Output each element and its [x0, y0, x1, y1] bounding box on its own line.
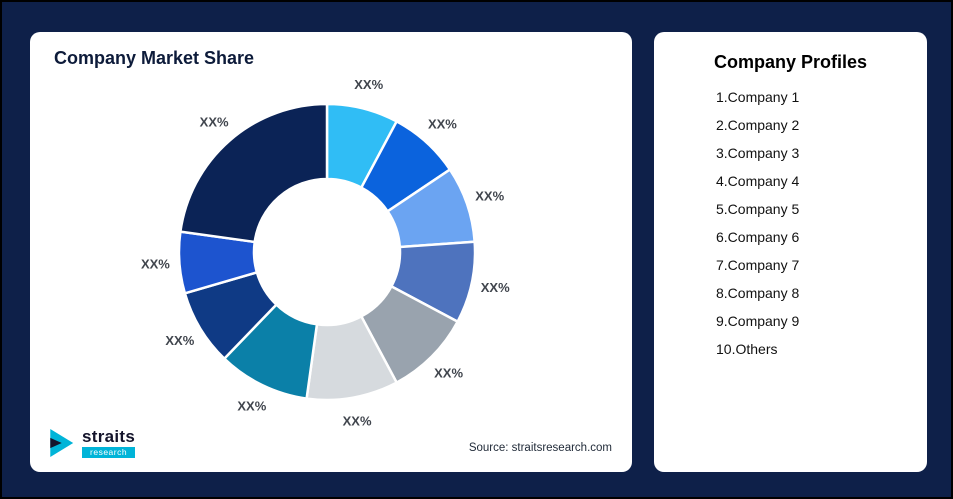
market-share-card: Company Market Share XX% XX% XX% XX% XX% XX% X…: [30, 32, 632, 472]
profiles-title: Company Profiles: [713, 52, 868, 72]
donut-chart: XX% XX% XX% XX% XX% XX% XX% XX% XX% XX%: [141, 77, 510, 428]
company-list-item: 10.Others: [716, 341, 778, 357]
logo-name: straits: [82, 426, 136, 446]
donut-segment-10: [179, 102, 329, 244]
logo-subtitle: research: [82, 446, 136, 458]
logo-text: straits research: [82, 426, 136, 458]
slice-label: XX%: [141, 256, 170, 271]
company-list-item: 7.Company 7: [716, 257, 800, 273]
company-list-item: 4.Company 4: [716, 173, 800, 189]
company-list-item: 2.Company 2: [716, 117, 800, 133]
straits-research-logo: straits research: [50, 426, 136, 458]
company-list-item: 5.Company 5: [716, 201, 800, 217]
company-list-item: 1.Company 1: [716, 89, 800, 105]
slice-label: XX%: [237, 399, 266, 414]
company-list-item: 9.Company 9: [716, 313, 800, 329]
straits-logo-icon: [50, 428, 74, 457]
company-list-item: 8.Company 8: [716, 285, 800, 301]
slice-label: XX%: [475, 188, 504, 203]
slice-label: XX%: [200, 114, 229, 129]
company-list-item: 6.Company 6: [716, 229, 800, 245]
company-profiles-card: Company Profiles 1.Company 1 2.Company 2 3…: [654, 32, 927, 472]
chart-title: Company Market Share: [54, 48, 255, 68]
slice-label: XX%: [343, 413, 372, 428]
company-list-item: 3.Company 3: [716, 145, 800, 161]
slice-label: XX%: [428, 116, 457, 131]
slice-label: XX%: [434, 366, 463, 381]
slice-label: XX%: [165, 333, 194, 348]
slice-label: XX%: [354, 77, 383, 92]
slice-label: XX%: [481, 280, 510, 295]
source-note: Source: straitsresearch.com: [468, 442, 612, 454]
company-list: 1.Company 1 2.Company 2 3.Company 3 4.Compa…: [654, 89, 927, 357]
